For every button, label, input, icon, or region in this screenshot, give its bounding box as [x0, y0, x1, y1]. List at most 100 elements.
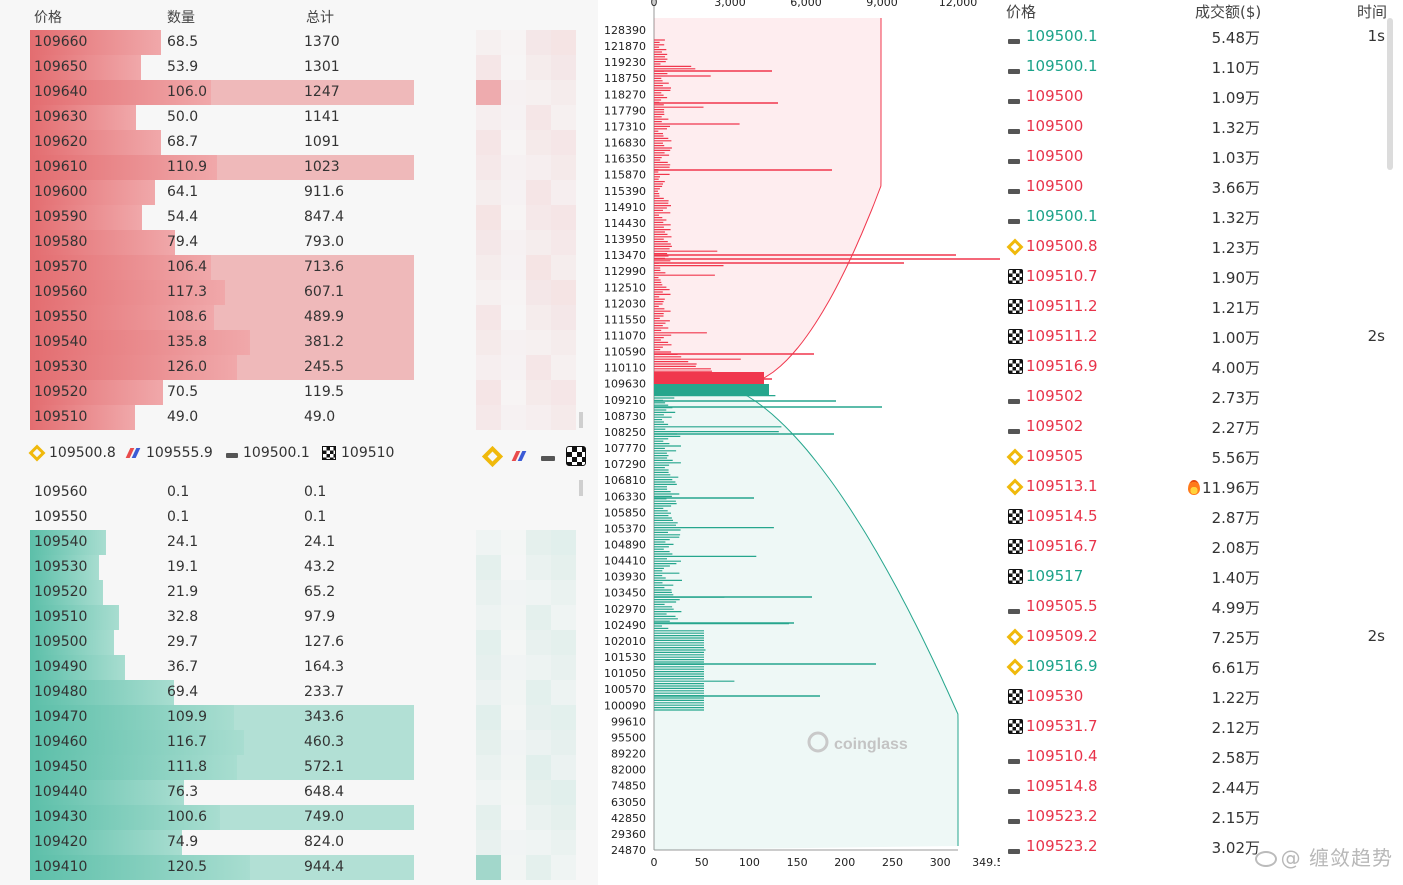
- bid-row[interactable]: 109410 120.5 944.4: [30, 855, 415, 880]
- exchange-price-bitmex[interactable]: 109555.9: [127, 445, 213, 461]
- trade-row[interactable]: 109500 1.32万: [1000, 112, 1403, 142]
- trade-row[interactable]: 109502 2.27万: [1000, 412, 1403, 442]
- bid-row[interactable]: 109540 24.1 24.1: [30, 530, 415, 555]
- ask-row[interactable]: 109600 64.1 911.6: [30, 180, 415, 205]
- bid-row[interactable]: 109470 109.9 343.6: [30, 705, 415, 730]
- exchange-price-binance[interactable]: 109500.8: [28, 444, 116, 462]
- trade-row[interactable]: 109513.1 11.96万: [1000, 472, 1403, 502]
- ask-row[interactable]: 109550 108.6 489.9: [30, 305, 415, 330]
- heatmap-cell: [476, 380, 501, 405]
- trade-price-header: 价格: [1006, 3, 1037, 21]
- bid-row[interactable]: 109550 0.1 0.1: [30, 505, 415, 530]
- trade-row[interactable]: 109505.5 4.99万: [1000, 592, 1403, 622]
- bid-row[interactable]: 109530 19.1 43.2: [30, 555, 415, 580]
- trade-price: 109510.4: [1026, 747, 1098, 765]
- heatmap-cell: [476, 180, 501, 205]
- trade-row[interactable]: 109500 3.66万: [1000, 172, 1403, 202]
- bid-row[interactable]: 109460 116.7 460.3: [30, 730, 415, 755]
- trade-row[interactable]: 109516.9 4.00万: [1000, 352, 1403, 382]
- trade-row[interactable]: 109500.8 1.23万: [1000, 232, 1403, 262]
- ask-row[interactable]: 109580 79.4 793.0: [30, 230, 415, 255]
- qty-bar: [30, 55, 142, 80]
- bid-row[interactable]: 109490 36.7 164.3: [30, 655, 415, 680]
- trade-row[interactable]: 109500 1.09万: [1000, 82, 1403, 112]
- ask-row[interactable]: 109650 53.9 1301: [30, 55, 415, 80]
- ask-row[interactable]: 109590 54.4 847.4: [30, 205, 415, 230]
- ask-row[interactable]: 109660 68.5 1370: [30, 30, 415, 55]
- ask-row[interactable]: 109620 68.7 1091: [30, 130, 415, 155]
- heatmap-cell: [501, 755, 526, 780]
- bybit-filter-icon[interactable]: [538, 446, 558, 466]
- row-qty: 76.3: [167, 784, 199, 800]
- trade-row[interactable]: 109510.4 2.58万: [1000, 742, 1403, 772]
- trade-row[interactable]: 109500.1 1.32万: [1000, 202, 1403, 232]
- heatmap-cell: [526, 780, 551, 805]
- order-book-header: 价格 数量 总计: [30, 0, 450, 30]
- bid-row[interactable]: 109430 100.6 749.0: [30, 805, 415, 830]
- ask-row[interactable]: 109540 135.8 381.2: [30, 330, 415, 355]
- trade-row[interactable]: 109517 1.40万: [1000, 562, 1403, 592]
- trades-scrollbar[interactable]: [1387, 18, 1393, 170]
- row-price: 109640: [34, 84, 88, 100]
- trade-price: 109530: [1026, 687, 1084, 705]
- bid-row[interactable]: 109520 21.9 65.2: [30, 580, 415, 605]
- trade-row[interactable]: 109523.2 3.02万: [1000, 832, 1403, 862]
- bid-row[interactable]: 109500 29.7 127.6: [30, 630, 415, 655]
- heatmap-cell: [551, 630, 576, 655]
- bid-scrollbar[interactable]: [579, 480, 583, 496]
- trade-row[interactable]: 109516.9 6.61万: [1000, 652, 1403, 682]
- y-tick-label: 114430: [604, 217, 646, 230]
- row-qty: 29.7: [167, 634, 199, 650]
- trade-row[interactable]: 109530 1.22万: [1000, 682, 1403, 712]
- ask-row[interactable]: 109630 50.0 1141: [30, 105, 415, 130]
- depth-chart: 128390 121870 119230 118750 118270 117790 1173…: [598, 0, 1000, 885]
- row-price: 109430: [34, 809, 88, 825]
- trade-row[interactable]: 109514.8 2.44万: [1000, 772, 1403, 802]
- exchange-price-okx[interactable]: 109510: [322, 445, 394, 461]
- row-price: 109650: [34, 59, 88, 75]
- trade-row[interactable]: 109505 5.56万: [1000, 442, 1403, 472]
- bid-row[interactable]: 109560 0.1 0.1: [30, 480, 415, 505]
- bid-row[interactable]: 109480 69.4 233.7: [30, 680, 415, 705]
- trade-row[interactable]: 109500 1.03万: [1000, 142, 1403, 172]
- heatmap-cell: [526, 555, 551, 580]
- ask-row[interactable]: 109640 106.0 1247: [30, 80, 415, 105]
- bid-row[interactable]: 109510 32.8 97.9: [30, 605, 415, 630]
- trade-amount: 5.56万: [1211, 449, 1260, 467]
- heatmap-cell: [476, 130, 501, 155]
- trade-row[interactable]: 109523.2 2.15万: [1000, 802, 1403, 832]
- exchange-price-bybit[interactable]: 109500.1: [226, 445, 310, 461]
- heatmap-cell: [501, 255, 526, 280]
- trade-row[interactable]: 109514.5 2.87万: [1000, 502, 1403, 532]
- heatmap-cell: [476, 280, 501, 305]
- trade-row[interactable]: 109511.2 1.21万: [1000, 292, 1403, 322]
- trade-row[interactable]: 109531.7 2.12万: [1000, 712, 1403, 742]
- row-qty: 79.4: [167, 234, 199, 250]
- trade-row[interactable]: 109511.2 1.00万 2s: [1000, 322, 1403, 352]
- bitmex-filter-icon[interactable]: [510, 446, 530, 466]
- trade-row[interactable]: 109516.7 2.08万: [1000, 532, 1403, 562]
- qty-bar: [30, 405, 135, 430]
- ask-row[interactable]: 109520 70.5 119.5: [30, 380, 415, 405]
- ask-row[interactable]: 109530 126.0 245.5: [30, 355, 415, 380]
- ask-row[interactable]: 109560 117.3 607.1: [30, 280, 415, 305]
- trade-row[interactable]: 109502 2.73万: [1000, 382, 1403, 412]
- ask-row[interactable]: 109510 49.0 49.0: [30, 405, 415, 430]
- heatmap-cell: [526, 305, 551, 330]
- heatmap-cell: [501, 405, 526, 430]
- ask-row[interactable]: 109570 106.4 713.6: [30, 255, 415, 280]
- okx-filter-icon[interactable]: [566, 446, 586, 466]
- binance-filter-icon[interactable]: [481, 445, 504, 468]
- ask-row[interactable]: 109610 110.9 1023: [30, 155, 415, 180]
- bid-row[interactable]: 109420 74.9 824.0: [30, 830, 415, 855]
- bid-row[interactable]: 109440 76.3 648.4: [30, 780, 415, 805]
- trade-row[interactable]: 109500.1 5.48万 1s: [1000, 22, 1403, 52]
- trade-row[interactable]: 109500.1 1.10万: [1000, 52, 1403, 82]
- ask-scrollbar[interactable]: [579, 412, 583, 428]
- heatmap-cell: [551, 330, 576, 355]
- trade-row[interactable]: 109510.7 1.90万: [1000, 262, 1403, 292]
- bid-row[interactable]: 109450 111.8 572.1: [30, 755, 415, 780]
- trade-price: 109531.7: [1026, 717, 1098, 735]
- row-price: 109590: [34, 209, 88, 225]
- trade-row[interactable]: 109509.2 7.25万 2s: [1000, 622, 1403, 652]
